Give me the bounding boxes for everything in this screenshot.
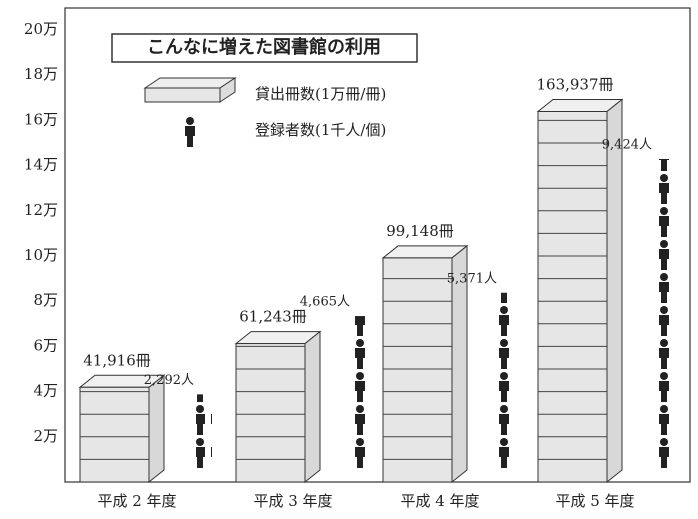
chart-title: こんなに増えた図書館の利用 xyxy=(147,36,381,58)
data-label: 5,371人 xyxy=(447,271,497,286)
data-label: 41,916冊 xyxy=(83,351,151,369)
y-tick-label: 12万 xyxy=(24,201,58,219)
data-label: 2,292人 xyxy=(144,373,194,388)
y-tick-label: 20万 xyxy=(24,20,58,38)
bar-side xyxy=(149,375,164,482)
person-column xyxy=(352,316,368,470)
data-label: 99,148冊 xyxy=(386,222,454,240)
y-tick-label: 10万 xyxy=(24,246,58,264)
data-label: 4,665人 xyxy=(300,295,350,310)
data-label: 163,937冊 xyxy=(536,76,613,94)
legend-person-icon xyxy=(185,117,195,147)
chart: こんなに増えた図書館の利用 貸出冊数(1万冊/冊) 登録者数(1千人/個) 2万… xyxy=(0,0,698,519)
person-column xyxy=(196,394,212,470)
person-column xyxy=(499,293,515,470)
legend-book-icon xyxy=(145,78,235,102)
person-column xyxy=(654,159,670,470)
y-tick-label: 6万 xyxy=(33,336,58,354)
bar xyxy=(383,258,452,482)
y-tick-label: 18万 xyxy=(24,65,58,83)
bar-side xyxy=(607,100,622,482)
bar xyxy=(538,112,607,482)
y-tick-label: 4万 xyxy=(33,382,58,400)
legend-label: 貸出冊数(1万冊/冊) xyxy=(255,85,386,103)
bar-side xyxy=(305,332,320,482)
x-tick-label: 平成 4 年度 xyxy=(400,492,479,510)
y-tick-label: 8万 xyxy=(33,291,58,309)
data-label: 9,424人 xyxy=(602,138,652,153)
legend-label: 登録者数(1千人/個) xyxy=(255,121,386,139)
bar xyxy=(80,387,149,482)
y-tick-label: 2万 xyxy=(33,427,58,445)
y-tick-label: 16万 xyxy=(24,110,58,128)
x-tick-label: 平成 2 年度 xyxy=(97,492,176,510)
bar xyxy=(236,344,305,482)
data-label: 61,243冊 xyxy=(239,308,307,326)
x-tick-label: 平成 3 年度 xyxy=(253,492,332,510)
y-tick-label: 14万 xyxy=(24,156,58,174)
x-tick-label: 平成 5 年度 xyxy=(555,492,634,510)
